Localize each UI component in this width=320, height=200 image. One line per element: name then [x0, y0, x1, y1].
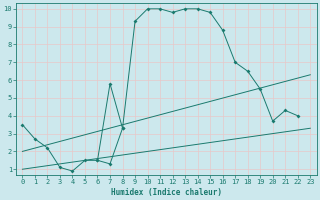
X-axis label: Humidex (Indice chaleur): Humidex (Indice chaleur) — [111, 188, 222, 197]
